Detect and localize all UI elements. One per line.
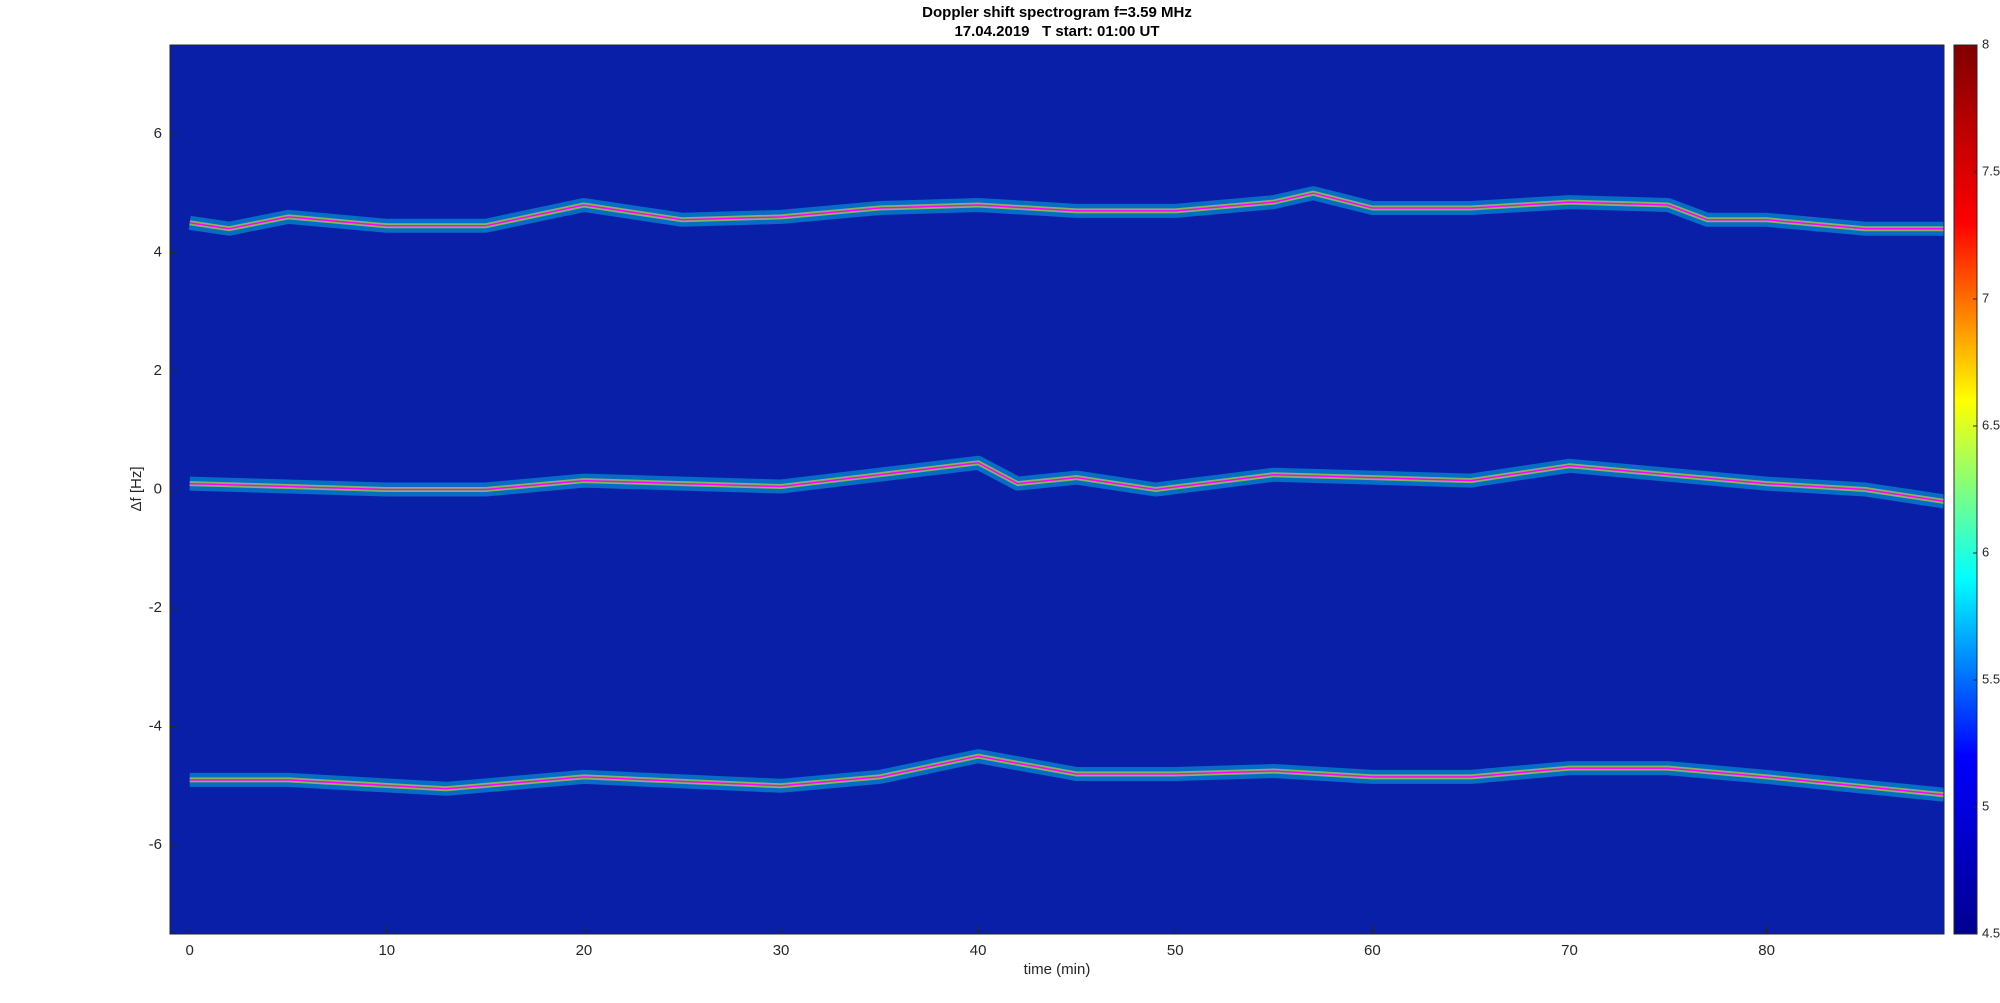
x-tick-label: 30 xyxy=(773,942,790,959)
y-tick-label: -6 xyxy=(149,836,162,853)
y-tick-label: -2 xyxy=(149,599,162,616)
x-tick-label: 20 xyxy=(576,942,593,959)
chart-title: Doppler shift spectrogram f=3.59 MHz xyxy=(922,4,1192,21)
x-tick-label: 10 xyxy=(378,942,395,959)
colorbar-tick-label: 7.5 xyxy=(1982,163,2000,178)
y-tick-label: 6 xyxy=(154,125,162,142)
x-tick-label: 60 xyxy=(1364,942,1381,959)
doppler-trace xyxy=(189,192,1944,230)
colorbar-tick-label: 5 xyxy=(1982,798,1989,813)
x-tick-label: 50 xyxy=(1167,942,1184,959)
colorbar-tick-label: 4.5 xyxy=(1982,925,2000,940)
x-axis-label: time (min) xyxy=(1024,961,1091,978)
doppler-trace xyxy=(189,462,1945,503)
y-axis-label: Δf [Hz] xyxy=(128,466,145,511)
colorbar-tick-label: 7 xyxy=(1982,290,1989,305)
colorbar-tick-label: 8 xyxy=(1982,36,1989,51)
y-tick-label: 0 xyxy=(154,480,162,497)
y-tick-label: 2 xyxy=(154,362,162,379)
colorbar xyxy=(1953,44,1978,935)
y-tick-label: -4 xyxy=(149,718,162,735)
x-tick-label: 0 xyxy=(186,942,194,959)
colorbar-tick-label: 6.5 xyxy=(1982,417,2000,432)
doppler-trace xyxy=(189,755,1945,796)
x-tick-label: 80 xyxy=(1758,942,1775,959)
x-tick-label: 70 xyxy=(1561,942,1578,959)
colorbar-tick-label: 5.5 xyxy=(1982,671,2000,686)
colorbar-tick-label: 6 xyxy=(1982,544,1989,559)
y-tick-label: 4 xyxy=(154,243,162,260)
chart-subtitle: 17.04.2019 T start: 01:00 UT xyxy=(954,23,1159,40)
x-tick-label: 40 xyxy=(970,942,987,959)
